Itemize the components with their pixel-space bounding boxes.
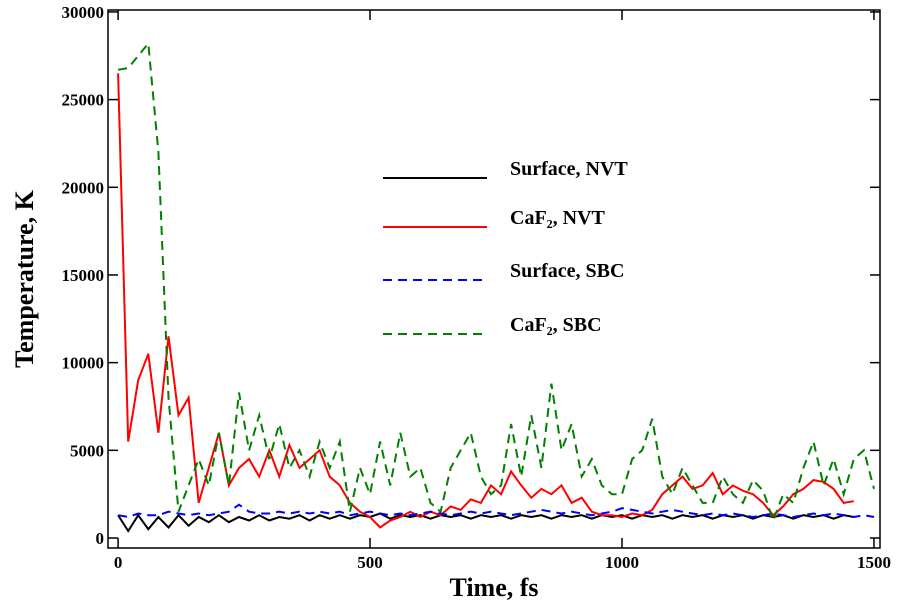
legend-label: CaF₂, NVT xyxy=(510,207,606,229)
x-tick-label: 1000 xyxy=(605,553,639,572)
y-tick-label: 25000 xyxy=(62,91,105,110)
y-tick-label: 10000 xyxy=(62,354,105,373)
y-axis-label: Temperature, K xyxy=(10,189,39,367)
y-tick-label: 15000 xyxy=(62,266,105,285)
data-line xyxy=(117,40,875,524)
data-line xyxy=(117,73,854,529)
legend-label: Surface, NVT xyxy=(510,158,628,180)
legend-label: Surface, SBC xyxy=(510,260,624,282)
y-tick-label: 20000 xyxy=(62,178,105,197)
x-tick-label: 0 xyxy=(114,553,123,572)
x-tick-label: 500 xyxy=(357,553,383,572)
x-tick-label: 1500 xyxy=(857,553,891,572)
data-line xyxy=(117,512,854,533)
plot-frame xyxy=(107,9,881,549)
y-tick-label: 0 xyxy=(96,529,105,548)
y-tick-label: 30000 xyxy=(62,3,105,22)
legend-label: CaF₂, SBC xyxy=(510,314,602,336)
y-tick-label: 5000 xyxy=(70,441,104,460)
x-axis-label: Time, fs xyxy=(449,573,538,602)
